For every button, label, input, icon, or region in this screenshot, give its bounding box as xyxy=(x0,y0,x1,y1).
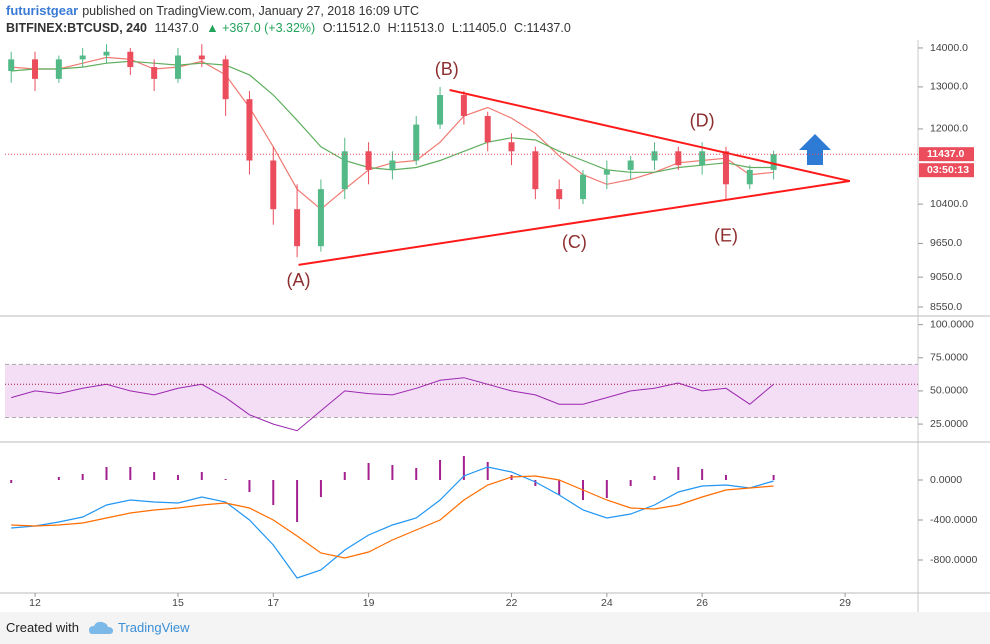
x-tick-label: 15 xyxy=(172,597,184,609)
countdown-box xyxy=(919,163,974,178)
x-tick-label: 12 xyxy=(29,597,41,609)
price: 11437.0 xyxy=(154,21,199,35)
ohlc: H:11513.0 xyxy=(387,21,445,35)
wave-label: (A) xyxy=(287,270,311,290)
candle-body xyxy=(55,59,62,79)
symbol: BITFINEX:BTCUSD, 240 xyxy=(6,21,147,35)
ohlc: C:11437.0 xyxy=(514,21,571,35)
candle-body xyxy=(127,51,134,68)
wave-label: (C) xyxy=(562,232,587,252)
brand-logo xyxy=(89,621,113,634)
candle-body xyxy=(580,174,587,200)
y-tick-label: 0.0000 xyxy=(930,474,962,486)
y-tick-label: 25.0000 xyxy=(930,418,968,430)
ohlc: L:11405.0 xyxy=(451,21,507,35)
moving-average xyxy=(11,56,774,210)
candle-body xyxy=(8,59,15,71)
created-with: Created with xyxy=(6,620,79,635)
footer: Created with TradingView xyxy=(0,612,990,644)
candle-body xyxy=(270,160,277,210)
y-tick-label: 50.0000 xyxy=(930,385,968,397)
published: published on TradingView.com, January 27… xyxy=(82,4,420,18)
candle-body xyxy=(222,59,229,100)
header-line: futuristgear published on TradingView.com… xyxy=(6,3,423,18)
candle-body xyxy=(746,169,753,185)
ohlc: O:11512.0 xyxy=(322,21,381,35)
last-price-label: 11437.0 xyxy=(927,148,965,160)
rsi-band xyxy=(5,364,918,418)
chart: 14000.0 13000.0 12000.0 10400.0 9650.0 9050.0… xyxy=(0,40,990,612)
candle-body xyxy=(699,151,706,166)
y-tick-label: 9650.0 xyxy=(930,237,962,249)
candle-body xyxy=(365,151,372,170)
y-tick-label: 14000.0 xyxy=(930,42,968,54)
trendline xyxy=(298,180,851,266)
wave-label: (B) xyxy=(435,59,459,79)
macd-line xyxy=(11,475,774,559)
y-tick-label: 10400.0 xyxy=(930,198,968,210)
candle-body xyxy=(460,95,467,116)
y-tick-label: 75.0000 xyxy=(930,352,968,364)
candle-body xyxy=(246,99,253,161)
trendline xyxy=(449,89,851,183)
candle-body xyxy=(627,160,634,170)
author[interactable]: futuristgear xyxy=(6,3,79,18)
last-price-box xyxy=(919,147,974,162)
up-arrow-icon xyxy=(799,134,831,165)
candle-body xyxy=(317,189,324,247)
rsi-line xyxy=(11,377,774,432)
candle-body xyxy=(437,95,444,125)
change: ▲ +367.0 (+3.32%) xyxy=(206,21,316,35)
y-tick-label: 12000.0 xyxy=(930,123,968,135)
candle-body xyxy=(603,169,610,175)
candle-body xyxy=(103,51,110,56)
countdown: 03:50:13 xyxy=(927,164,969,176)
candle-body xyxy=(532,151,539,190)
macd-line xyxy=(11,466,774,579)
candle-body xyxy=(675,151,682,166)
candle-body xyxy=(389,160,396,170)
x-tick-label: 19 xyxy=(363,597,375,609)
x-tick-label: 24 xyxy=(601,597,613,609)
y-tick-label: -800.0000 xyxy=(930,554,977,566)
candle-body xyxy=(32,59,39,79)
x-tick-label: 22 xyxy=(506,597,518,609)
brand[interactable]: TradingView xyxy=(118,620,190,635)
candle-body xyxy=(341,151,348,190)
x-tick-label: 17 xyxy=(267,597,279,609)
wave-label: (D) xyxy=(690,111,715,131)
wave-label: (E) xyxy=(714,226,738,246)
candle-body xyxy=(413,124,420,161)
quote-line: BITFINEX:BTCUSD, 240 11437.0 ▲ +367.0 (+… xyxy=(6,21,575,35)
candle-body xyxy=(294,209,301,247)
x-tick-label: 29 xyxy=(839,597,851,609)
y-tick-label: 13000.0 xyxy=(930,81,968,93)
candle-body xyxy=(79,55,86,60)
candle-body xyxy=(508,142,515,152)
candle-body xyxy=(151,67,158,79)
candle-body xyxy=(722,151,729,185)
candle-body xyxy=(198,55,205,60)
y-tick-label: 8550.0 xyxy=(930,301,962,313)
candle-body xyxy=(484,115,491,143)
candle-body xyxy=(556,189,563,200)
y-tick-label: 9050.0 xyxy=(930,271,962,283)
x-tick-label: 26 xyxy=(696,597,708,609)
y-tick-label: -400.0000 xyxy=(930,514,977,526)
candle-body xyxy=(651,151,658,161)
y-tick-label: 100.0000 xyxy=(930,318,974,330)
candle-body xyxy=(174,55,181,79)
candle-body xyxy=(770,154,777,170)
